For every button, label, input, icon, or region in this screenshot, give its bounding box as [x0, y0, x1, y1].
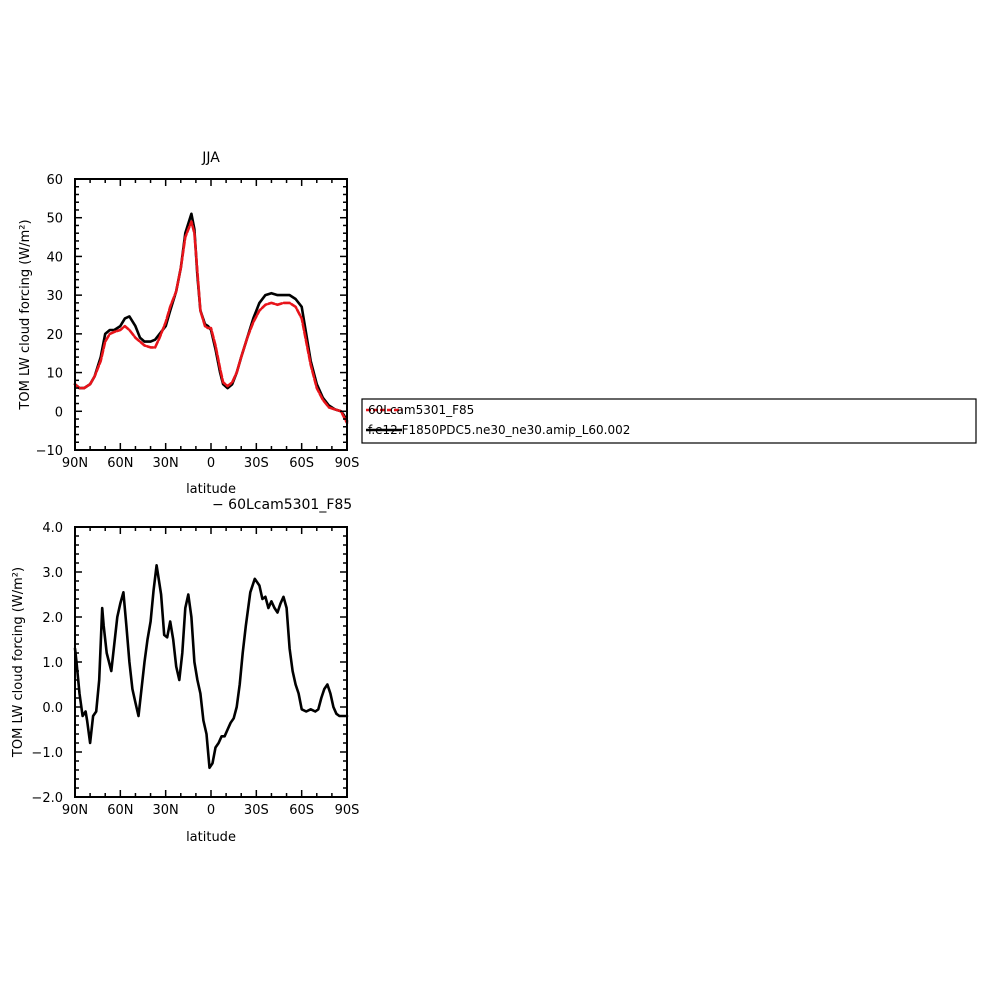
y-tick-label: −10 [36, 444, 63, 459]
x-tick-label: 90S [335, 456, 360, 471]
y-tick-label: 0 [55, 405, 63, 420]
y-tick-label: 10 [46, 367, 63, 382]
x-tick-label: 90N [62, 456, 88, 471]
y-tick-label: −2.0 [31, 791, 63, 806]
top-panel-frame [74, 178, 348, 451]
series-line-1-0 [73, 563, 349, 770]
bottom-panel: − 60Lcam5301_F85 90N 60N 30N 0 30S 60S 90S −2.0… [11, 497, 359, 845]
y-tick-label: 4.0 [42, 521, 63, 536]
x-tick-label: 60S [289, 456, 314, 471]
x-tick-label: 30S [244, 456, 269, 471]
x-tick-label: 0 [207, 456, 215, 471]
y-tick-label: 0.0 [42, 701, 63, 716]
x-tick-label: 90S [335, 803, 360, 818]
bottom-panel-ylabel: TOM LW cloud forcing (W/m²) [11, 567, 26, 758]
y-tick-label: 2.0 [42, 611, 63, 626]
y-tick-label: 60 [46, 173, 63, 188]
y-tick-label: −1.0 [31, 746, 63, 761]
x-tick-label: 60S [289, 803, 314, 818]
x-tick-label: 60N [107, 456, 133, 471]
x-tick-label: 30N [153, 803, 179, 818]
x-tick-label: 30S [244, 803, 269, 818]
series-line-0-0 [73, 220, 349, 425]
bottom-panel-xlabel: latitude [186, 830, 236, 845]
x-tick-label: 60N [107, 803, 133, 818]
x-tick-label: 90N [62, 803, 88, 818]
y-tick-label: 30 [46, 289, 63, 304]
legend-label-ctl: f.e12.F1850PDC5.ne30_ne30.amip_L60.002 [368, 423, 630, 437]
legend-label-exp: 60Lcam5301_F85 [368, 403, 474, 417]
bottom-panel-title: − 60Lcam5301_F85 [212, 497, 352, 513]
legend: 60Lcam5301_F85 f.e12.F1850PDC5.ne30_ne30… [361, 398, 977, 444]
legend-box [361, 398, 977, 444]
top-panel-ylabel: TOM LW cloud forcing (W/m²) [18, 219, 33, 410]
top-panel-xlabel: latitude [186, 482, 236, 497]
x-tick-label: 0 [207, 803, 215, 818]
top-panel-title: JJA [201, 150, 220, 166]
bottom-panel-frame [74, 526, 348, 798]
y-tick-label: 20 [46, 328, 63, 343]
y-tick-label: 50 [46, 212, 63, 227]
y-tick-label: 1.0 [42, 656, 63, 671]
x-tick-label: 30N [153, 456, 179, 471]
series-line-0-1 [73, 212, 349, 423]
y-tick-label: 3.0 [42, 566, 63, 581]
top-panel: JJA 90N 60N 30N 0 30S 60S 90S−100102030405060 … [18, 150, 359, 497]
y-tick-label: 40 [46, 250, 63, 265]
